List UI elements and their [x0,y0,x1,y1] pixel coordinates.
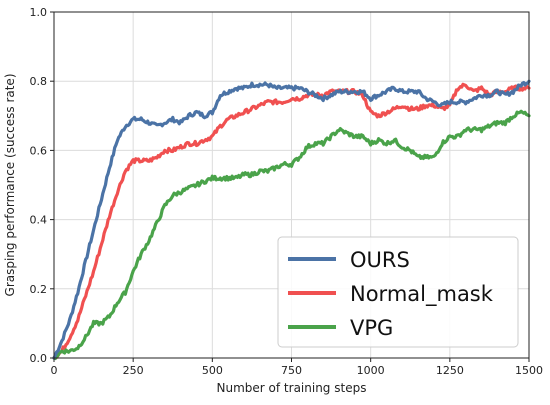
legend-label: Normal_mask [350,282,494,307]
y-tick-label: 0.0 [30,352,48,365]
x-tick-label: 1500 [515,364,543,377]
y-tick-label: 0.4 [30,214,48,227]
x-tick-label: 1250 [436,364,464,377]
y-axis-label: Grasping performance (success rate) [3,74,17,297]
series-line-ours [52,79,531,360]
x-axis-label: Number of training steps [217,381,367,395]
x-tick-label: 750 [281,364,302,377]
x-tick-label: 250 [123,364,144,377]
y-tick-label: 0.2 [30,283,48,296]
x-tick-label: 1000 [357,364,385,377]
legend-label: OURS [350,248,410,272]
x-tick-label: 0 [51,364,58,377]
tick-layer: 0 250 500 750 1000 1250 1500 0.0 0.2 0.4 0.6 0.8 1.0 [30,6,544,377]
series-line-vpg [52,109,531,361]
y-tick-label: 0.8 [30,75,48,88]
y-tick-label: 1.0 [30,6,48,19]
series-layer [52,79,531,361]
y-tick-label: 0.6 [30,144,48,157]
legend-label: VPG [350,316,393,340]
legend-box [277,236,519,348]
x-tick-label: 500 [202,364,223,377]
legend: OURS Normal_mask VPG [277,236,519,348]
